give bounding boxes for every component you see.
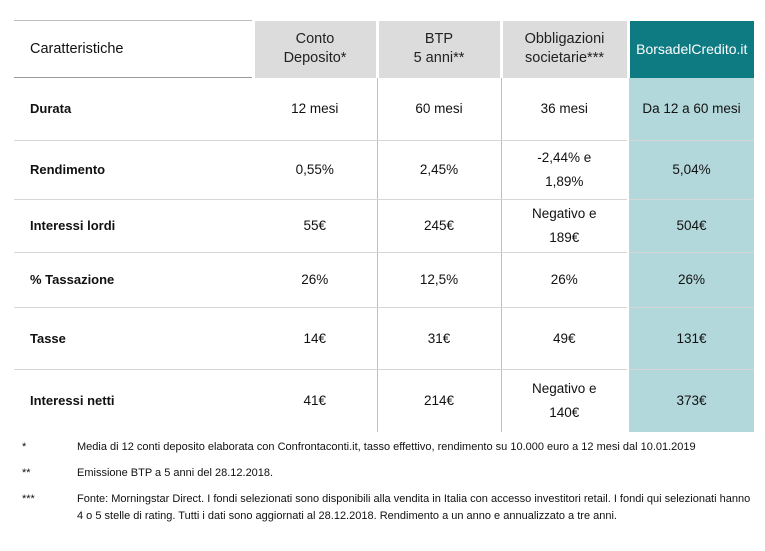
row-label: Interessi netti <box>30 393 115 408</box>
header-label: Caratteristiche <box>14 20 253 78</box>
footnote-mark: ** <box>22 467 31 479</box>
row-label: Tasse <box>14 307 253 370</box>
table-cell: 31€ <box>376 307 501 370</box>
table-cell: 26% <box>500 252 628 308</box>
cell-line: Negativo e <box>531 206 597 221</box>
table-cell: 49€ <box>500 307 628 370</box>
table-row: Interessi netti 41€ 214€ Negativo e 140€ … <box>14 369 754 432</box>
table-row: Durata 12 mesi 60 mesi 36 mesi Da 12 a 6… <box>14 77 754 141</box>
highlight-cell: Da 12 a 60 mesi <box>627 77 754 141</box>
footnote-text: Media di 12 conti deposito elaborata con… <box>77 441 696 453</box>
cell-line: 140€ <box>549 405 580 420</box>
table-cell: Negativo e 140€ <box>500 369 628 432</box>
comparison-table: Caratteristiche Conto Deposito* BTP 5 anni… <box>14 20 754 432</box>
header-obbligazioni: Obbligazioni societarie*** <box>499 20 628 78</box>
header-text: Conto <box>295 31 335 47</box>
row-label: Rendimento <box>14 140 253 200</box>
table-cell: 26% <box>253 252 377 308</box>
table-row: Rendimento 0,55% 2,45% -2,44% e 1,89% 5,0… <box>14 140 754 200</box>
cell-line: Negativo e <box>531 381 597 396</box>
table-cell: Negativo e 189€ <box>500 199 628 253</box>
highlight-cell: 5,04% <box>627 140 754 200</box>
header-text: Obbligazioni <box>524 31 605 47</box>
table-row: % Tassazione 26% 12,5% 26% 26% <box>14 252 754 308</box>
comparison-table-container: Caratteristiche Conto Deposito* BTP 5 anni… <box>14 20 754 432</box>
table-cell: 12,5% <box>376 252 501 308</box>
table-cell: -2,44% e 1,89% <box>500 140 628 200</box>
header-text: societarie*** <box>525 50 604 66</box>
table-header-row: Caratteristiche Conto Deposito* BTP 5 anni… <box>14 20 754 78</box>
highlight-cell: 26% <box>627 252 754 308</box>
table-cell: 12 mesi <box>253 77 377 141</box>
highlight-cell: 373€ <box>627 369 754 432</box>
table-cell: 0,55% <box>253 140 377 200</box>
table-cell: 36 mesi <box>500 77 628 141</box>
footnote: ** Emissione BTP a 5 anni del 28.12.2018… <box>22 465 752 482</box>
table-cell: 41€ <box>303 393 327 408</box>
table-row: Tasse 14€ 31€ 49€ 131€ <box>14 307 754 370</box>
footnote-text: Emissione BTP a 5 anni del 28.12.2018. <box>77 467 274 479</box>
header-borsadelcredito: BorsadelCredito.it <box>626 20 754 78</box>
footnote-text: Fonte: Morningstar Direct. I fondi selez… <box>77 493 751 522</box>
footnotes: * Media di 12 conti deposito elaborata c… <box>22 439 752 534</box>
highlight-cell: 504€ <box>627 199 754 253</box>
table-cell: 245€ <box>376 199 501 253</box>
row-label: % Tassazione <box>14 252 253 308</box>
cell-line: 189€ <box>549 230 580 245</box>
row-label: Interessi lordi <box>14 199 253 253</box>
table-cell: 2,45% <box>376 140 501 200</box>
header-text: Deposito* <box>283 50 347 66</box>
highlight-cell: 131€ <box>627 307 754 370</box>
footnote: * Media di 12 conti deposito elaborata c… <box>22 439 752 456</box>
table-cell: 214€ <box>376 369 501 432</box>
footnote: *** Fonte: Morningstar Direct. I fondi s… <box>22 491 752 525</box>
table-cell: 14€ <box>253 307 377 370</box>
cell-line: 1,89% <box>545 174 584 189</box>
table-cell: 55€ <box>253 199 377 253</box>
header-btp: BTP 5 anni** <box>375 20 501 78</box>
footnote-mark: *** <box>22 493 35 505</box>
table-row: Interessi lordi 55€ 245€ Negativo e 189€ … <box>14 199 754 253</box>
row-label: Durata <box>14 77 253 141</box>
footnote-mark: * <box>22 441 27 453</box>
header-conto-deposito: Conto Deposito* <box>251 20 377 78</box>
header-text: 5 anni** <box>413 50 465 66</box>
header-text: BTP <box>424 31 454 47</box>
table-cell: 60 mesi <box>376 77 501 141</box>
cell-line: -2,44% e <box>537 150 592 165</box>
